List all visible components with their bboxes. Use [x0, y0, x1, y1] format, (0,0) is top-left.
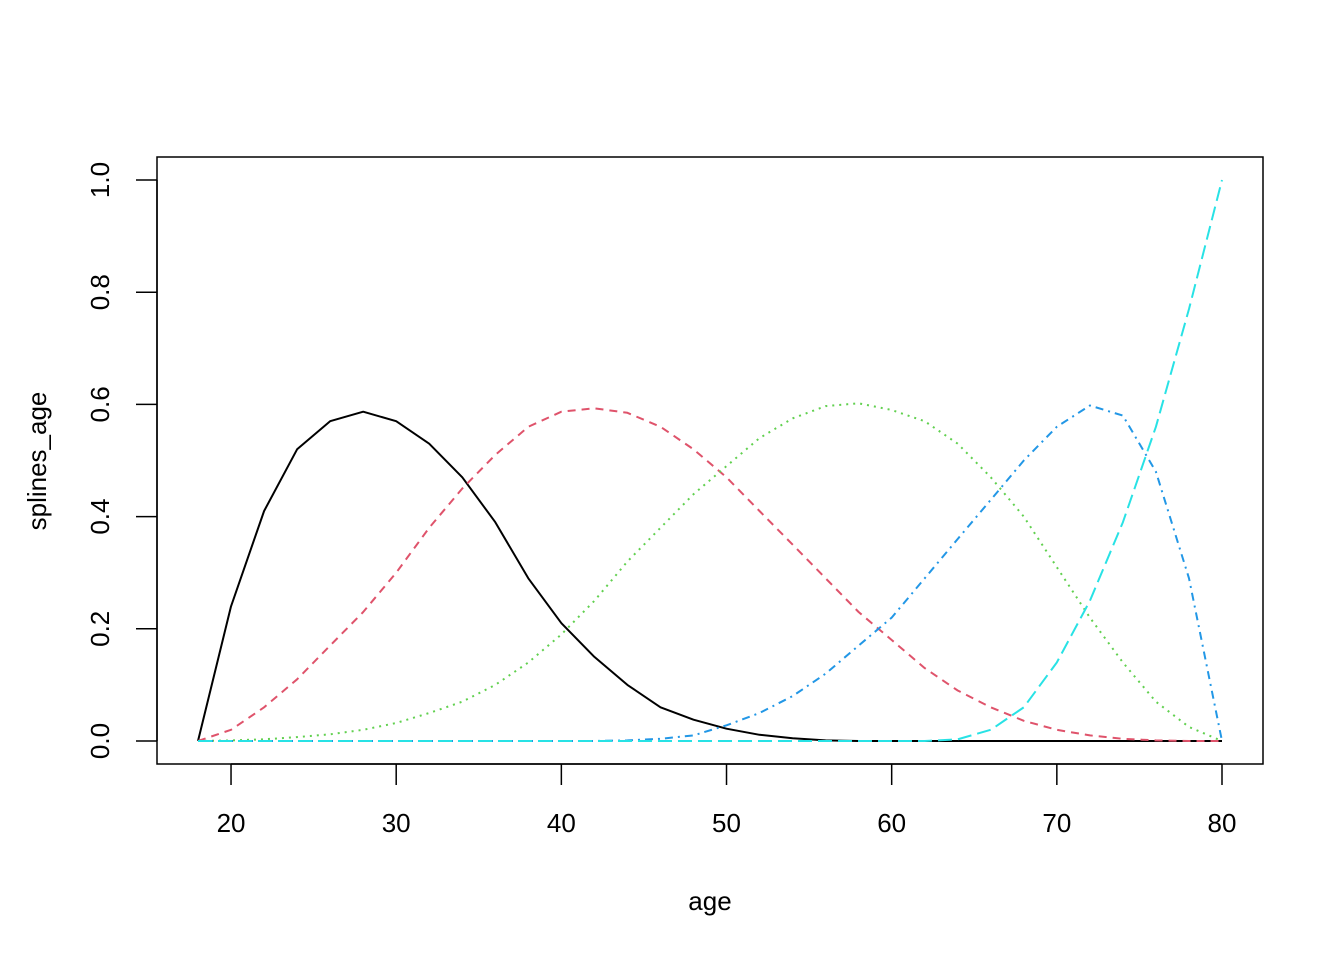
x-axis: 20 30 40 50 60 70 80	[217, 763, 1237, 838]
x-tick-label: 70	[1042, 808, 1071, 838]
y-tick-label: 0.4	[85, 499, 115, 535]
x-tick-label: 60	[877, 808, 906, 838]
y-tick-label: 0.6	[85, 386, 115, 422]
y-axis-label: splines_age	[22, 392, 52, 531]
x-tick-label: 80	[1208, 808, 1237, 838]
y-tick-label: 0.0	[85, 723, 115, 759]
series-line-4	[198, 404, 1223, 742]
x-tick-label: 20	[217, 808, 246, 838]
series-line-2	[197, 407, 1222, 742]
series-line-3	[197, 402, 1223, 742]
y-axis: 0.0 0.2 0.4 0.6 0.8 1.0	[85, 162, 158, 759]
y-tick-label: 0.2	[85, 611, 115, 647]
series-layer	[197, 179, 1223, 742]
x-axis-label: age	[688, 886, 731, 916]
y-tick-label: 0.8	[85, 274, 115, 310]
series-line-5	[198, 179, 1223, 742]
x-tick-label: 30	[382, 808, 411, 838]
series-line-1	[197, 410, 1222, 742]
y-tick-label: 1.0	[85, 162, 115, 198]
x-tick-label: 50	[712, 808, 741, 838]
x-tick-label: 40	[547, 808, 576, 838]
plot-frame	[156, 156, 1264, 765]
